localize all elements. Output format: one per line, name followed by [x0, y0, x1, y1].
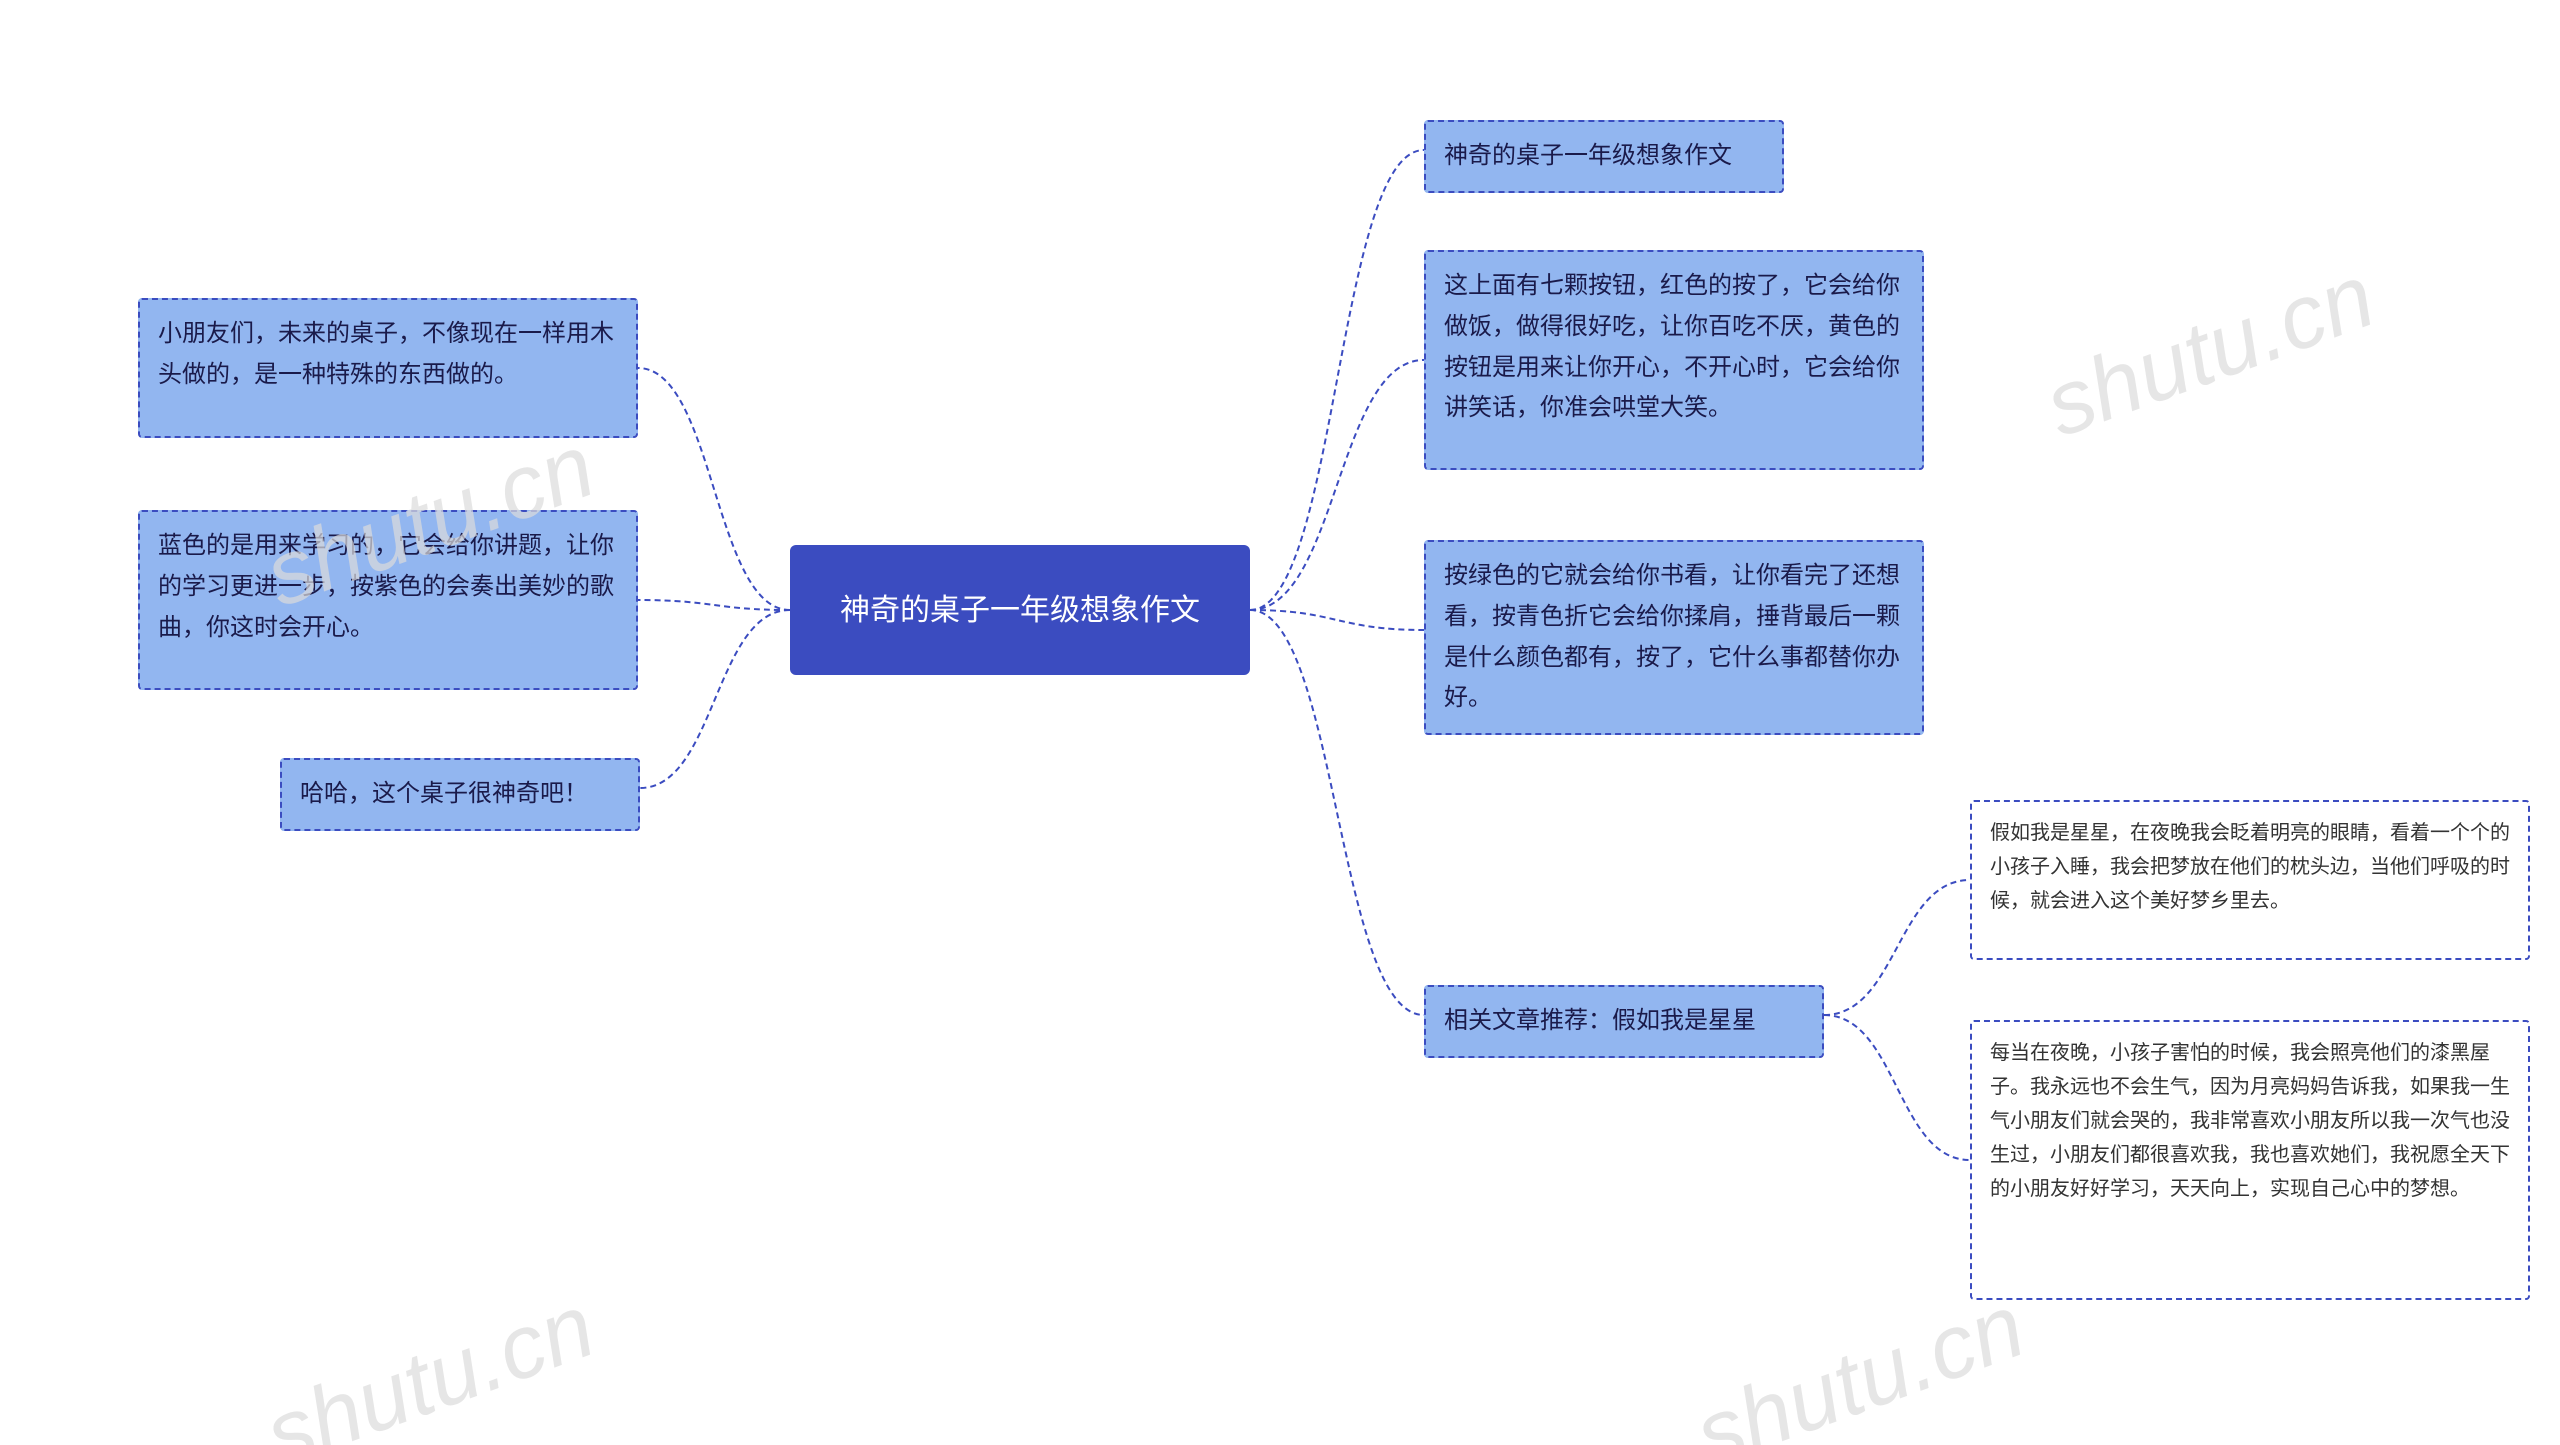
leaf-node-4-2: 每当在夜晚，小孩子害怕的时候，我会照亮他们的漆黑屋子。我永远也不会生气，因为月亮… — [1970, 1020, 2530, 1300]
left-node-1: 小朋友们，未来的桌子，不像现在一样用木头做的，是一种特殊的东西做的。 — [138, 298, 638, 438]
right-node-1: 神奇的桌子一年级想象作文 — [1424, 120, 1784, 193]
right-node-2: 这上面有七颗按钮，红色的按了，它会给你做饭，做得很好吃，让你百吃不厌，黄色的按钮… — [1424, 250, 1924, 470]
leaf-node-4-1: 假如我是星星，在夜晚我会眨着明亮的眼睛，看着一个个的小孩子入睡，我会把梦放在他们… — [1970, 800, 2530, 960]
watermark-3: shutu.cn — [253, 1275, 608, 1445]
right-node-3: 按绿色的它就会给你书看，让你看完了还想看，按青色折它会给你揉肩，捶背最后一颗是什… — [1424, 540, 1924, 735]
left-node-2: 蓝色的是用来学习的，它会给你讲题，让你的学习更进一步，按紫色的会奏出美妙的歌曲，… — [138, 510, 638, 690]
watermark-4: shutu.cn — [1683, 1275, 2038, 1445]
left-node-3: 哈哈，这个桌子很神奇吧！ — [280, 758, 640, 831]
central-node: 神奇的桌子一年级想象作文 — [790, 545, 1250, 675]
watermark-2: shutu.cn — [2033, 245, 2388, 458]
right-node-4: 相关文章推荐：假如我是星星 — [1424, 985, 1824, 1058]
